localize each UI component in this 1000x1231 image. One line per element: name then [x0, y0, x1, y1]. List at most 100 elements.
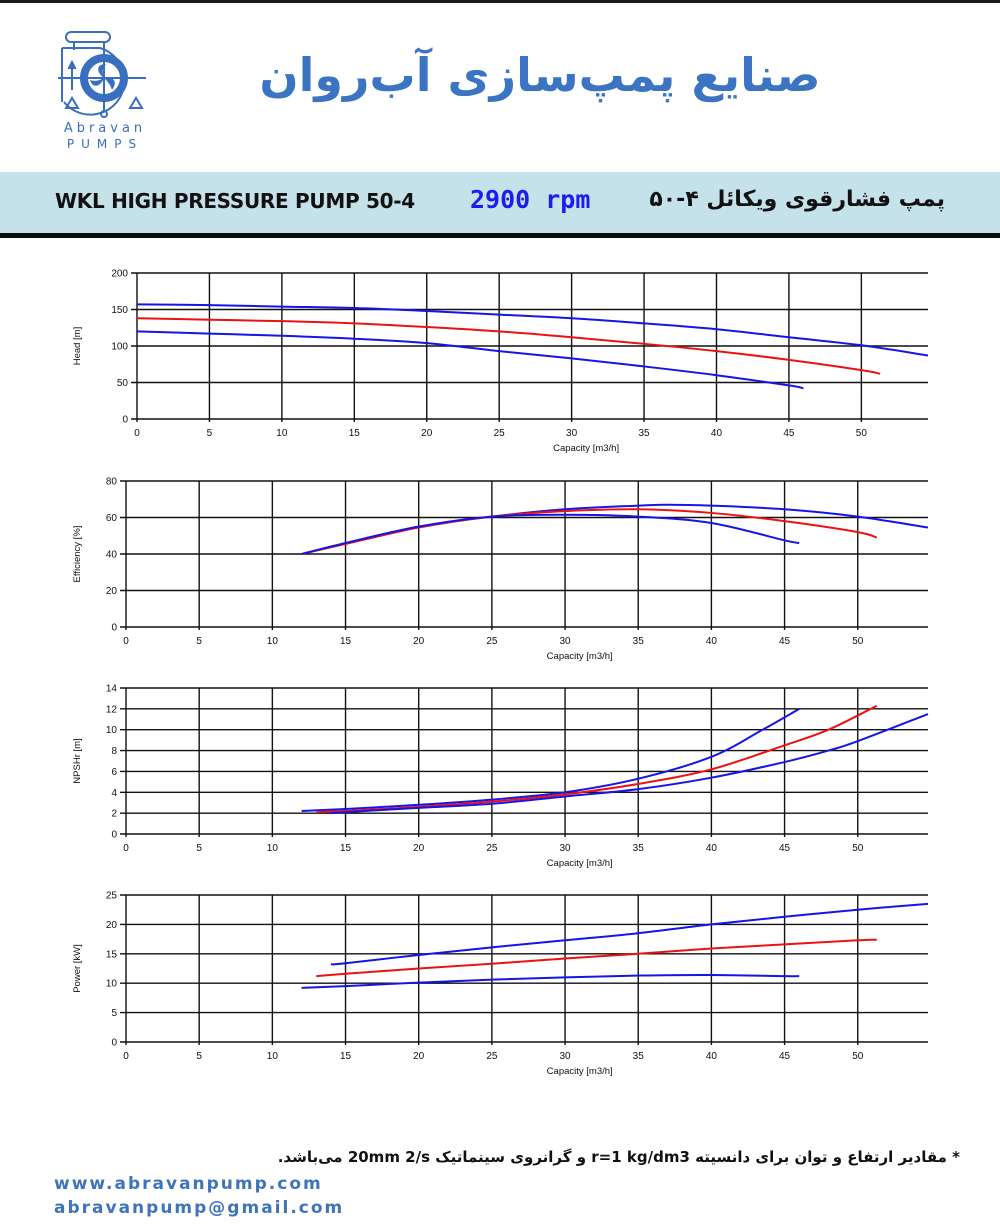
y-axis-label: Efficiency [%]	[72, 526, 83, 583]
power-chart: 0 5 10 15 20 25 0 5 10 15 20 25 30 35 40 45 50 Capacity […	[0, 884, 1000, 1084]
x-tick-label: 0	[123, 1051, 129, 1062]
y-tick-label: 2	[111, 809, 117, 820]
email-link[interactable]: abravanpump@gmail.com	[54, 1198, 345, 1218]
x-tick-label: 40	[706, 636, 718, 647]
curve-blue	[301, 973, 800, 989]
abravan-logo: Abravan PUMPS	[50, 28, 160, 153]
x-tick-label: 20	[421, 428, 433, 439]
x-tick-label: 5	[196, 1051, 202, 1062]
curve-red	[316, 704, 878, 814]
curve-blue	[136, 330, 804, 390]
curve-red	[316, 938, 877, 978]
x-tick-label: 35	[633, 1051, 645, 1062]
y-tick-label: 15	[106, 949, 118, 960]
x-tick-label: 30	[559, 1051, 571, 1062]
y-tick-label: 0	[111, 1038, 117, 1049]
x-tick-label: 45	[779, 843, 791, 854]
head-chart: 0 50 100 150 200 0 5 10 15 20 25 30 35 40 45 50 Capacity…	[0, 262, 1000, 462]
x-tick-label: 25	[486, 1051, 498, 1062]
efficiency-chart: 0 20 40 60 80 0 5 10 15 20 25 30 35 40 45 50 Capacity [m…	[0, 470, 1000, 670]
x-tick-label: 25	[494, 428, 506, 439]
model-name-persian: پمپ فشارقوی ویکائل ۴-۵۰	[649, 187, 945, 212]
npshr-curve-plot: 0 2 4 6 8 10 12 14 0 5 10 15 20 25 30 35 40 45 50 Capacity …	[72, 684, 929, 869]
curve-blue	[136, 303, 929, 357]
y-tick-label: 6	[111, 767, 117, 778]
x-tick-label: 5	[207, 428, 213, 439]
x-axis-label: Capacity [m3/h]	[547, 651, 613, 662]
x-tick-label: 30	[566, 428, 578, 439]
y-tick-label: 60	[106, 513, 118, 524]
x-axis-label: Capacity [m3/h]	[547, 1066, 613, 1077]
curve-blue	[301, 707, 800, 813]
y-axis-label: Head [m]	[72, 327, 83, 366]
y-tick-label: 20	[106, 586, 118, 597]
curve-blue	[301, 513, 800, 555]
npshr-chart: 0 2 4 6 8 10 12 14 0 5 10 15 20 25 30 35 40 45 50 Capacity …	[0, 677, 1000, 877]
x-tick-label: 35	[633, 636, 645, 647]
y-axis-label: Power [kW]	[72, 944, 83, 993]
x-tick-label: 20	[413, 636, 425, 647]
head-curve-plot: 0 50 100 150 200 0 5 10 15 20 25 30 35 40 45 50 Capacity…	[72, 269, 929, 454]
x-tick-label: 40	[706, 843, 718, 854]
x-tick-label: 10	[267, 1051, 279, 1062]
x-tick-label: 20	[413, 1051, 425, 1062]
x-axis-label: Capacity [m3/h]	[553, 443, 619, 454]
y-tick-label: 50	[117, 378, 129, 389]
y-tick-label: 40	[106, 550, 118, 561]
y-tick-label: 10	[106, 979, 118, 990]
rotational-speed: 2900 rpm	[470, 185, 591, 214]
curve-blue	[330, 713, 929, 815]
y-tick-label: 10	[106, 725, 118, 736]
logo-wordmark: Abravan	[63, 121, 147, 136]
y-tick-label: 5	[111, 1008, 117, 1019]
model-header-band: WKL HIGH PRESSURE PUMP 50-4 2900 rpm پمپ…	[0, 172, 1000, 233]
header-divider	[0, 233, 1000, 238]
x-tick-label: 45	[779, 636, 791, 647]
y-tick-label: 100	[111, 342, 128, 353]
y-tick-label: 150	[111, 305, 128, 316]
x-tick-label: 40	[711, 428, 723, 439]
y-tick-label: 0	[122, 415, 128, 426]
x-tick-label: 50	[852, 1051, 864, 1062]
x-tick-label: 5	[196, 636, 202, 647]
x-tick-label: 25	[486, 843, 498, 854]
x-tick-label: 45	[779, 1051, 791, 1062]
x-tick-label: 30	[559, 843, 571, 854]
x-tick-label: 40	[706, 1051, 718, 1062]
x-tick-label: 0	[123, 636, 129, 647]
x-tick-label: 10	[267, 843, 279, 854]
x-tick-label: 10	[267, 636, 279, 647]
x-tick-label: 0	[134, 428, 140, 439]
pump-logo-icon	[58, 31, 146, 118]
x-tick-label: 50	[852, 843, 864, 854]
x-tick-label: 25	[486, 636, 498, 647]
model-name-english: WKL HIGH PRESSURE PUMP 50-4	[55, 189, 415, 213]
y-tick-label: 20	[106, 920, 118, 931]
x-tick-label: 20	[413, 843, 425, 854]
y-tick-label: 0	[111, 623, 117, 634]
website-link[interactable]: www.abravanpump.com	[54, 1174, 323, 1194]
footnote: * مقادیر ارتفاع و توان برای دانسیته r=1 …	[277, 1148, 960, 1166]
x-tick-label: 45	[783, 428, 795, 439]
x-tick-label: 35	[633, 843, 645, 854]
x-tick-label: 30	[559, 636, 571, 647]
top-border	[0, 0, 1000, 3]
x-tick-label: 10	[276, 428, 288, 439]
x-tick-label: 15	[340, 843, 352, 854]
curve-red	[136, 317, 881, 375]
curve-blue	[330, 902, 929, 966]
y-tick-label: 12	[106, 704, 118, 715]
x-tick-label: 5	[196, 843, 202, 854]
y-tick-label: 25	[106, 891, 118, 902]
y-tick-label: 80	[106, 477, 118, 488]
y-tick-label: 4	[111, 788, 117, 799]
curve-red	[301, 508, 878, 555]
x-tick-label: 15	[340, 636, 352, 647]
x-tick-label: 35	[638, 428, 650, 439]
x-tick-label: 15	[349, 428, 361, 439]
logo-subtitle: PUMPS	[66, 137, 144, 151]
y-tick-label: 14	[106, 684, 118, 695]
power-curve-plot: 0 5 10 15 20 25 0 5 10 15 20 25 30 35 40 45 50 Capacity […	[72, 891, 929, 1077]
x-tick-label: 50	[852, 636, 864, 647]
y-axis-label: NPSHr [m]	[72, 738, 83, 783]
